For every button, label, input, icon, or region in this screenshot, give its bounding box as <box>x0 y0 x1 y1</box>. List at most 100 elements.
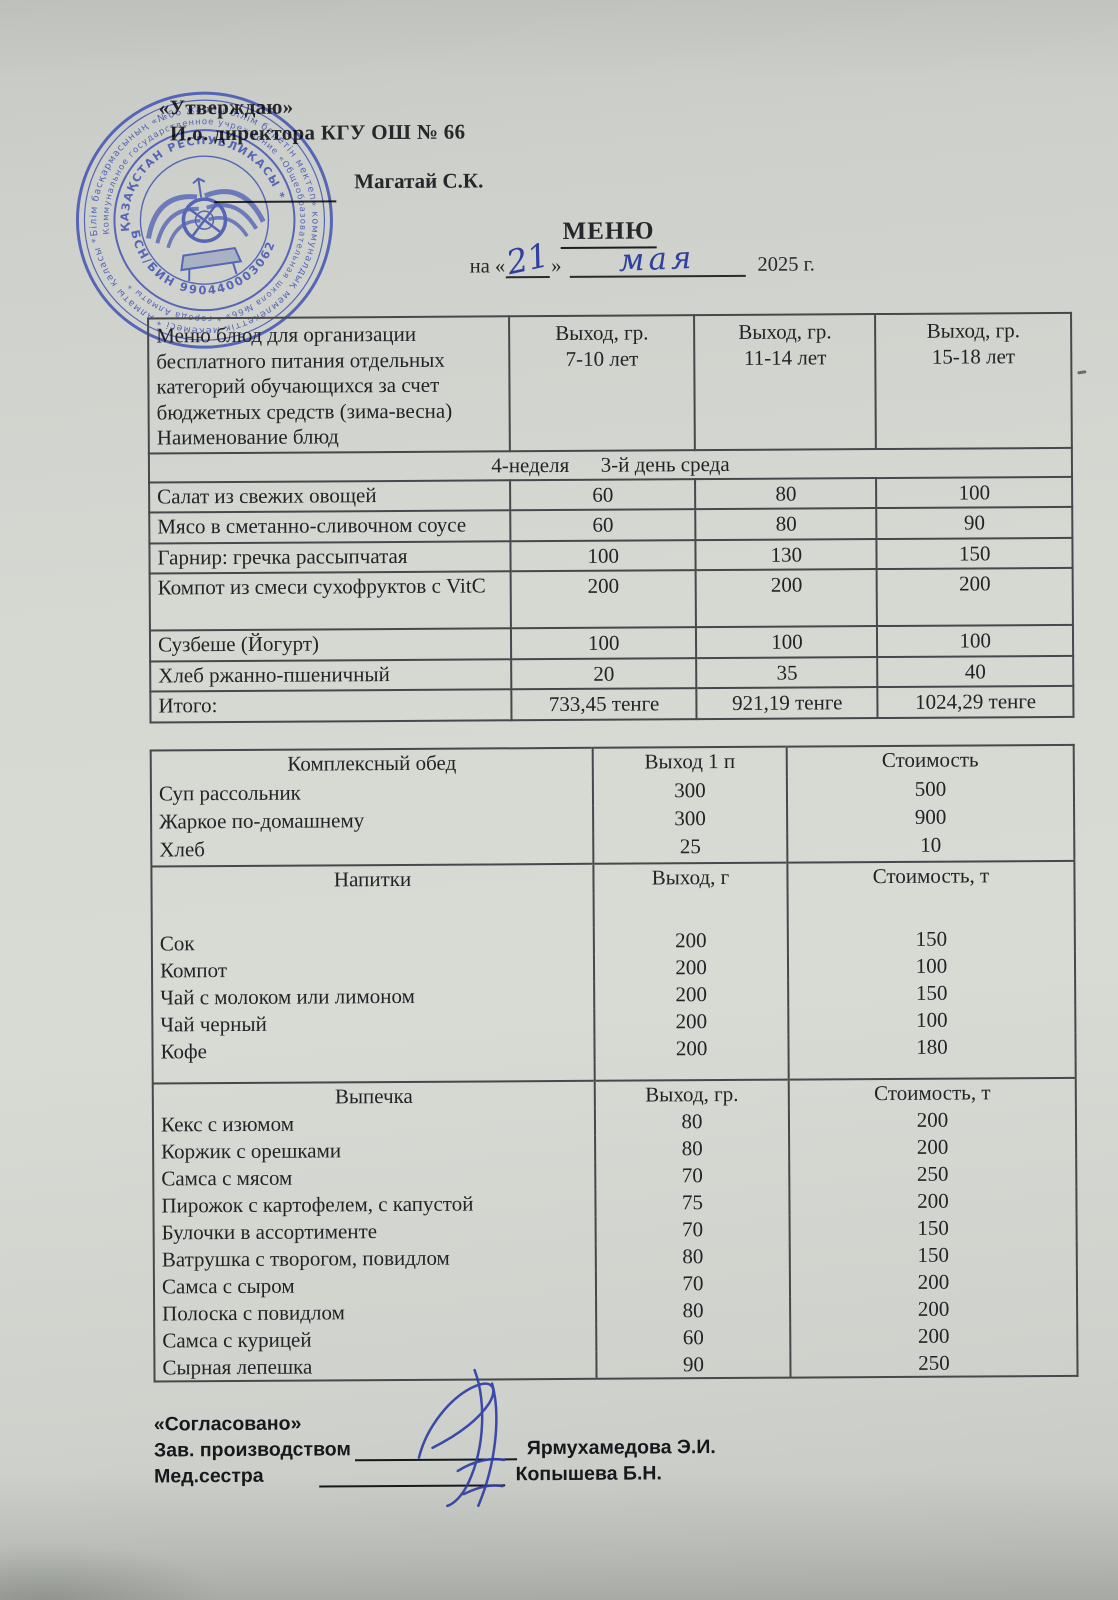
role-label: Мед.сестра <box>154 1464 264 1488</box>
portion-cell: 80 <box>695 508 877 540</box>
director-name: Магатай С.К. <box>354 168 484 194</box>
price-cell: 200 <box>789 1294 1078 1324</box>
dish-name-cell: Кекс с изюмом <box>160 1111 295 1137</box>
portion-cell: 80 <box>596 1296 791 1325</box>
handwritten-signature <box>417 1368 506 1508</box>
portion-cell: 300 <box>592 776 787 806</box>
portion-cell: 130 <box>695 538 877 571</box>
section-drinks: Напитки Выход, г Стоимость, т Сок 200 15… <box>151 860 1076 1084</box>
portion-cell: 25 <box>593 832 788 864</box>
price-cell: 200 <box>789 1267 1078 1297</box>
dish-name-cell: Самса с мясом <box>161 1165 293 1191</box>
price-cell: 200 <box>788 1105 1077 1135</box>
dish-name-cell: Суп рассольник <box>158 780 301 806</box>
date-month-underline: мая <box>569 239 746 279</box>
dish-name-cell: Мясо в сметанно-сливочном соусе <box>149 510 511 544</box>
portion-cell: 150 <box>876 537 1073 570</box>
portion-cell: 200 <box>876 567 1073 627</box>
portion-cell: 60 <box>509 478 696 511</box>
dish-name-cell: Булочки в ассортименте <box>161 1219 378 1245</box>
portion-cell: 90 <box>596 1350 791 1379</box>
portion-cell: 35 <box>696 656 878 689</box>
section-title: Напитки <box>151 863 594 897</box>
date-prefix: на « <box>469 255 506 278</box>
portion-cell: 75 <box>595 1188 790 1217</box>
dish-name-cell: Чай с молоком или лимоном <box>160 983 415 1010</box>
age-column-header: Выход, гр. 15-18 лет <box>875 312 1072 449</box>
portion-cell: 80 <box>695 477 877 510</box>
price-cell: 200 <box>789 1186 1077 1216</box>
section-title: Выпечка <box>152 1080 595 1112</box>
dish-name-cell: Сузбеше (Йогурт) <box>149 628 512 662</box>
dish-name-cell: Компот <box>159 958 228 983</box>
col-header-line1: Выход, гр. <box>926 318 1020 343</box>
portion-cell: 80 <box>595 1242 790 1271</box>
portion-cell: 60 <box>510 509 696 541</box>
total-label-cell: Итого: <box>150 689 512 722</box>
portion-cell: 200 <box>594 953 789 982</box>
dish-name-cell: Пирожок с картофелем, с капустой <box>161 1191 474 1218</box>
stamp-emblem-icon <box>146 177 266 282</box>
portion-cell: 100 <box>510 539 697 572</box>
section-pastry: Выпечка Выход, гр. Стоимость, т Кекс с и… <box>152 1077 1078 1382</box>
age-column-header: Выход, гр. 11-14 лет <box>694 314 877 450</box>
date-line: на « 21 » мая 2025 г. <box>469 235 815 282</box>
empty-cell <box>787 890 1075 927</box>
table-row: Компот из смеси сухофруктов с VitC 200 2… <box>149 567 1073 631</box>
column-header: Выход, гр. <box>594 1079 789 1109</box>
total-price-cell: 733,45 тенге <box>511 688 697 720</box>
portion-cell: 60 <box>596 1323 791 1352</box>
dish-name-cell: Сок <box>159 931 195 956</box>
column-header: Стоимость, т <box>787 860 1075 893</box>
price-cell: 900 <box>786 802 1075 833</box>
dish-name-cell: Жаркое по-домашнему <box>159 808 365 834</box>
dish-name-cell: Полоска с повидлом <box>162 1300 345 1326</box>
price-cell: 150 <box>789 1240 1077 1270</box>
section-complex-lunch: Комплексный обед Выход 1 п Стоимость Суп… <box>151 744 1075 867</box>
column-header: Выход, г <box>593 862 788 894</box>
empty-cell <box>593 892 788 928</box>
date-day-underline: 21 <box>503 235 552 282</box>
column-header: Стоимость, т <box>788 1077 1076 1108</box>
table-header-row: Меню блюд для организации бесплатного пи… <box>148 312 1072 454</box>
price-cell: 250 <box>789 1159 1077 1189</box>
portion-cell: 80 <box>595 1134 790 1163</box>
dish-name-cell: Чай черный <box>160 1011 267 1037</box>
handwritten-day: 21 <box>503 235 553 283</box>
total-price-cell: 921,19 тенге <box>696 687 878 719</box>
table-row: Сырная лепешка 90 250 <box>154 1348 1078 1382</box>
price-cell: 200 <box>790 1321 1078 1351</box>
price-cell: 150 <box>787 924 1075 954</box>
portion-cell: 70 <box>595 1269 790 1298</box>
date-year: 2025 г. <box>757 253 815 276</box>
paid-menu-table: Комплексный обед Выход 1 п Стоимость Суп… <box>149 743 1079 1383</box>
price-cell: 150 <box>789 1213 1077 1243</box>
date-close-quote: » <box>551 254 562 278</box>
portion-cell: 200 <box>594 1007 789 1036</box>
col-header-line2: 7-10 лет <box>565 346 639 371</box>
portion-cell: 100 <box>696 626 878 658</box>
price-cell: 100 <box>788 1005 1076 1035</box>
dish-name-cell: Самса с сыром <box>161 1273 295 1299</box>
role-label: Зав. производством <box>153 1438 351 1462</box>
dish-name-cell: Хлеб <box>159 837 206 862</box>
portion-cell: 90 <box>876 506 1073 539</box>
portion-cell: 200 <box>510 570 697 629</box>
price-cell: 10 <box>787 830 1075 863</box>
portion-cell: 40 <box>877 655 1074 688</box>
dish-name-cell: Самса с курицей <box>162 1327 312 1353</box>
portion-cell: 100 <box>510 627 697 659</box>
handwritten-month: мая <box>618 239 697 279</box>
col-header-line1: Выход, гр. <box>555 320 649 346</box>
dish-name-cell: Кофе <box>160 1039 207 1064</box>
dish-name-cell: Салат из свежих овощей <box>149 479 511 513</box>
price-cell: 150 <box>788 978 1076 1008</box>
col-header-line2: 11-14 лет <box>743 344 827 370</box>
dish-name-cell: Ватрушка с творогом, повидлом <box>161 1245 450 1272</box>
col-header-line2: 15-18 лет <box>931 343 1016 369</box>
column-header: Выход 1 п <box>592 746 787 778</box>
age-column-header: Выход, гр. 7-10 лет <box>508 315 696 451</box>
dish-name-cell: Коржик с орешками <box>161 1138 342 1164</box>
portion-cell: 70 <box>595 1215 790 1244</box>
